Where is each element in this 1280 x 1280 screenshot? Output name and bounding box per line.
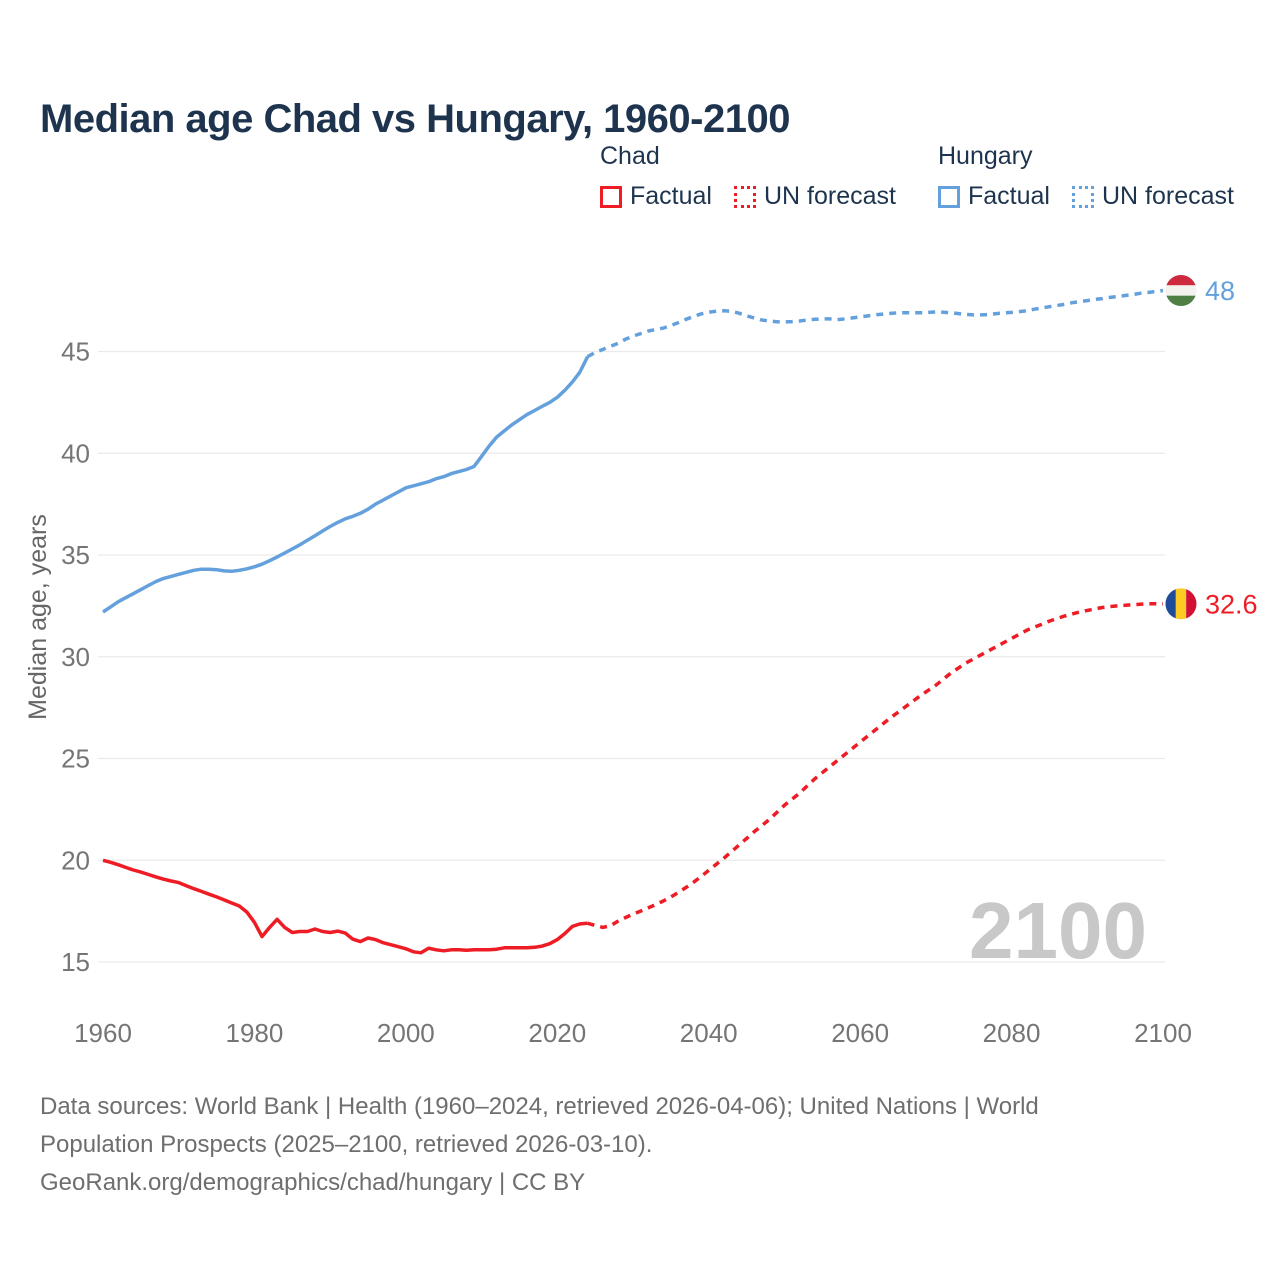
x-tick-label: 1980 (226, 1018, 284, 1048)
legend-label: Factual (968, 182, 1050, 210)
legend-item-chad-factual: Factual (600, 182, 712, 211)
y-tick-label: 15 (61, 947, 90, 977)
legend-group-hungary: Hungary Factual UN forecast (938, 142, 1234, 211)
x-tick-label: 2060 (831, 1018, 889, 1048)
legend-label: Factual (630, 182, 712, 210)
chad-flag-circle-icon (1165, 588, 1197, 620)
chad-factual-swatch-icon (600, 185, 622, 208)
series-line-hungary-factual (102, 355, 590, 614)
footer-line: Data sources: World Bank | Health (1960–… (40, 1093, 1039, 1120)
y-tick-label: 45 (61, 337, 90, 367)
x-tick-label: 2000 (377, 1018, 435, 1048)
x-tick-label: 2080 (983, 1018, 1041, 1048)
chart-canvas: 15 20 25 30 35 40 45 1960 1980 2000 2020 2040 2060 20… (24, 275, 1258, 1048)
y-tick-label: 35 (61, 540, 90, 570)
y-tick-label: 30 (61, 642, 90, 672)
page-title: Median age Chad vs Hungary, 1960-2100 (40, 96, 790, 141)
legend-label: UN forecast (763, 182, 896, 210)
legend-group-chad: Chad Factual UN forecast (600, 142, 896, 211)
hungary-forecast-swatch-icon (1071, 185, 1094, 208)
watermark-year: 2100 (969, 886, 1147, 975)
legend-group-title-hungary: Hungary (938, 142, 1033, 170)
hungary-end-value-label: 48 (1205, 276, 1235, 306)
legend-item-hungary-factual: Factual (938, 182, 1050, 211)
x-tick-label: 2020 (528, 1018, 586, 1048)
y-tick-label: 40 (61, 438, 90, 468)
data-sources-note: Data sources: World Bank | Health (1960–… (40, 1088, 1200, 1202)
footer-line: GeoRank.org/demographics/chad/hungary | … (40, 1169, 586, 1196)
y-axis-title: Median age, years (24, 514, 52, 720)
series-line-chad-un-forecast (587, 602, 1163, 930)
series-line-chad-factual (102, 858, 588, 955)
chad-forecast-swatch-icon (733, 185, 756, 208)
legend-group-title-chad: Chad (600, 142, 660, 170)
legend-item-hungary-forecast: UN forecast (1071, 182, 1234, 211)
x-tick-label: 2040 (680, 1018, 738, 1048)
chad-end-value-label: 32.6 (1205, 589, 1258, 619)
series-line-hungary-un-forecast (586, 288, 1164, 359)
x-tick-label: 2100 (1134, 1018, 1192, 1048)
y-tick-label: 20 (61, 845, 90, 875)
y-tick-label: 25 (61, 744, 90, 774)
hungary-flag-circle-icon (1165, 275, 1197, 306)
footer-line: Population Prospects (2025–2100, retriev… (40, 1131, 653, 1158)
hungary-factual-swatch-icon (938, 185, 960, 208)
legend-item-chad-forecast: UN forecast (733, 182, 896, 211)
x-tick-label: 1960 (74, 1018, 132, 1048)
legend-label: UN forecast (1101, 182, 1234, 210)
